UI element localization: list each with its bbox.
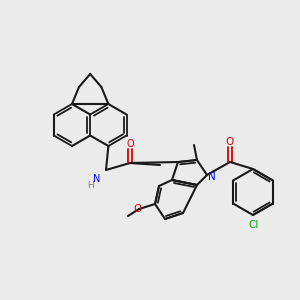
Text: N: N <box>93 174 101 184</box>
Text: O: O <box>134 204 142 214</box>
Text: O: O <box>226 137 234 147</box>
Text: H: H <box>87 182 93 190</box>
Text: N: N <box>208 172 216 182</box>
Text: Cl: Cl <box>249 220 259 230</box>
Text: O: O <box>126 139 134 149</box>
